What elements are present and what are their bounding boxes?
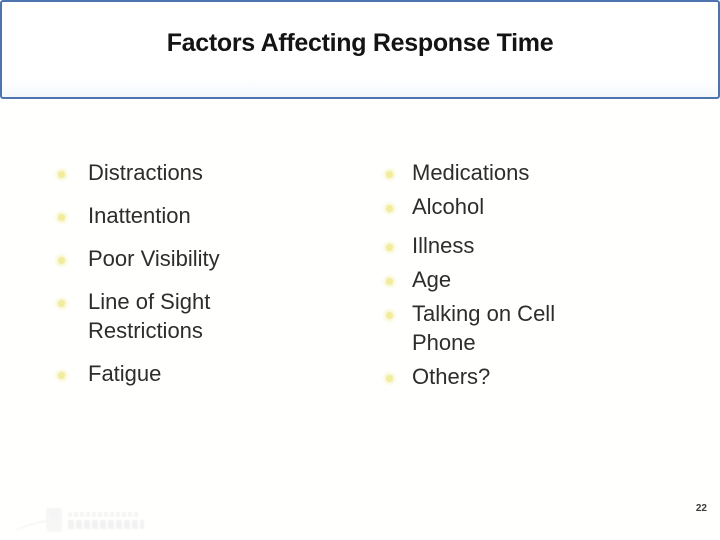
list-item-label: Poor Visibility	[88, 246, 220, 271]
list-item: Line of Sight Restrictions	[58, 287, 288, 345]
list-item: Others?	[386, 362, 586, 391]
bullet-icon	[386, 244, 393, 251]
bullet-icon	[58, 372, 65, 379]
list-item: Distractions	[58, 158, 288, 187]
list-item-label: Inattention	[88, 203, 191, 228]
watermark-emblem-icon	[46, 508, 62, 532]
list-item: Inattention	[58, 201, 288, 230]
bullet-icon	[386, 171, 393, 178]
bullet-icon	[386, 375, 393, 382]
bullet-icon	[58, 300, 65, 307]
slide-title: Factors Affecting Response Time	[166, 29, 554, 57]
list-item-label: Medications	[412, 160, 530, 185]
slide-title-box: Factors Affecting Response Time	[0, 0, 720, 99]
watermark-logo	[13, 506, 144, 538]
bullet-icon	[58, 171, 65, 178]
left-bullet-list: Distractions Inattention Poor Visibility…	[58, 158, 288, 402]
slide-page-number: 22	[695, 503, 707, 514]
list-item-label: Distractions	[88, 160, 203, 185]
list-item-label: Line of Sight Restrictions	[88, 289, 211, 343]
list-item: Medications	[386, 158, 586, 187]
bullet-icon	[386, 278, 393, 285]
watermark-text-line	[68, 520, 144, 529]
list-item: Alcohol	[386, 192, 586, 221]
list-item: Age	[386, 265, 586, 294]
list-item-label: Age	[412, 267, 452, 292]
list-item: Fatigue	[58, 359, 288, 388]
list-item-label: Alcohol	[412, 194, 485, 219]
list-item-label: Others?	[412, 364, 491, 389]
list-item: Poor Visibility	[58, 244, 288, 273]
watermark-text-line	[68, 512, 140, 517]
list-item: Talking on Cell Phone	[386, 299, 586, 357]
list-item-label: Fatigue	[88, 361, 162, 386]
bullet-icon	[58, 257, 65, 264]
list-item-label: Talking on Cell Phone	[412, 301, 556, 355]
right-bullet-list: Medications Alcohol Illness Age Talking …	[386, 158, 586, 396]
list-item: Illness	[386, 231, 586, 260]
list-item-label: Illness	[412, 233, 475, 258]
bullet-icon	[386, 312, 393, 319]
bullet-icon	[58, 214, 65, 221]
bullet-icon	[386, 205, 393, 212]
